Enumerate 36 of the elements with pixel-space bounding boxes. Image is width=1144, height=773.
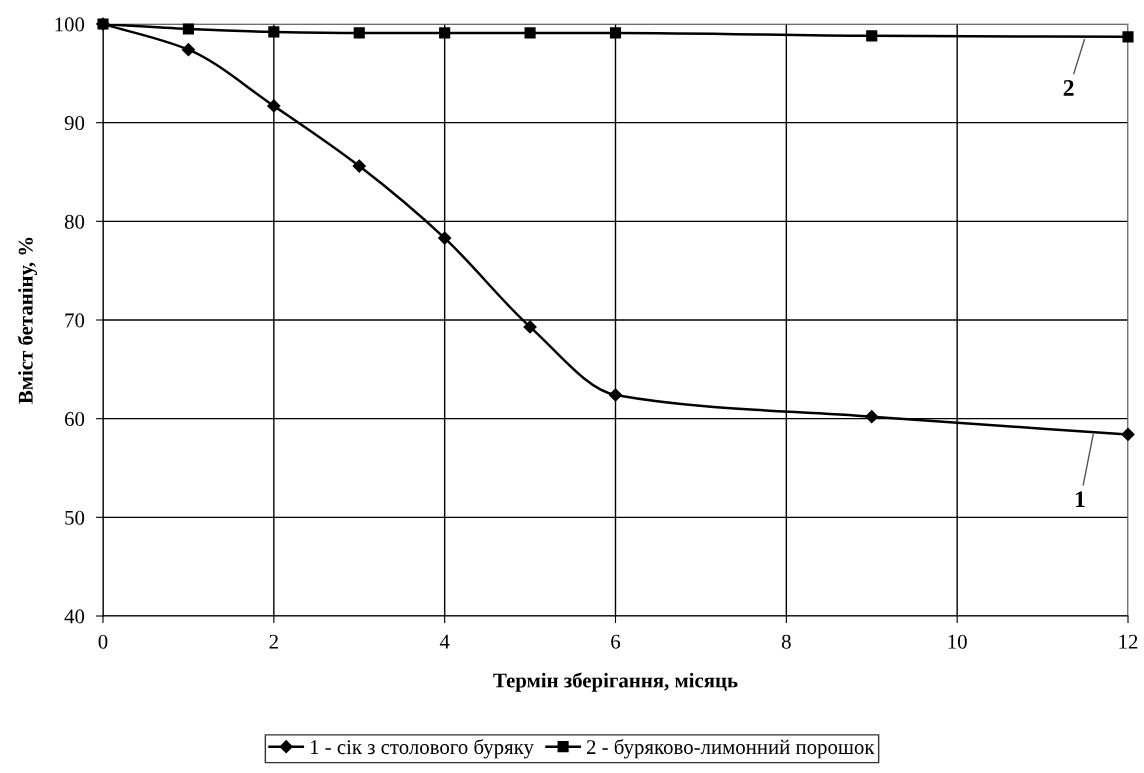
annotation: 1 xyxy=(1075,491,1085,508)
point xyxy=(1121,427,1135,442)
point xyxy=(352,159,366,173)
point xyxy=(267,99,281,113)
x-tick-label: 10 xyxy=(948,634,967,649)
x-tick-label: 0 xyxy=(98,634,108,649)
y-tick-label: 40 xyxy=(64,609,85,624)
point xyxy=(438,231,452,245)
y-tick-label: 60 xyxy=(65,412,85,427)
legend-label: 1 - сік з столового буряку xyxy=(310,739,534,759)
point xyxy=(524,27,536,39)
point xyxy=(609,27,622,39)
point xyxy=(865,410,879,424)
y-axis-title: Вміст бетаніну, % xyxy=(17,237,38,404)
point xyxy=(353,27,365,39)
x-tick-label: 8 xyxy=(781,634,791,649)
y-tick-label: 100 xyxy=(55,17,85,32)
point xyxy=(439,27,451,39)
x-tick-label: 4 xyxy=(439,634,450,649)
y-tick-label: 50 xyxy=(65,510,85,525)
x-tick-label: 12 xyxy=(1119,634,1138,649)
point xyxy=(523,320,537,334)
x-tick-label: 2 xyxy=(269,634,278,649)
y-tick-label: 70 xyxy=(65,313,85,328)
annotation: 2 xyxy=(1063,80,1074,96)
y-tick-label: 90 xyxy=(64,116,85,131)
y-tick-label: 80 xyxy=(64,214,85,229)
point xyxy=(181,43,196,57)
point xyxy=(182,23,194,35)
point xyxy=(608,388,623,402)
point xyxy=(1122,31,1134,43)
point xyxy=(268,26,280,38)
x-tick-label: 6 xyxy=(611,634,621,649)
point xyxy=(866,30,878,42)
legend-label: 2 - буряково-лимонний порошок xyxy=(586,739,875,759)
x-axis-title: Термін зберігання, місяць xyxy=(493,672,738,692)
